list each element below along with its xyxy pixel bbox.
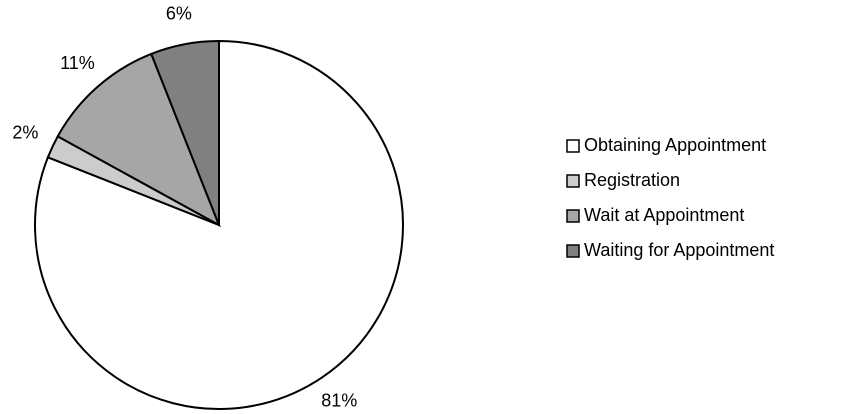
legend-swatch — [566, 139, 580, 153]
legend-label: Waiting for Appointment — [584, 240, 774, 260]
data-label: 11% — [60, 53, 95, 73]
legend-label: Wait at Appointment — [584, 205, 744, 225]
data-label: 2% — [12, 123, 38, 143]
legend-label: Obtaining Appointment — [584, 135, 766, 155]
legend-swatch — [566, 244, 580, 258]
pie-slice — [34, 39, 404, 410]
legend-swatch — [566, 174, 580, 188]
data-label: 6% — [166, 4, 192, 24]
legend-label: Registration — [584, 170, 680, 190]
data-label: 81% — [321, 391, 357, 411]
pie-slice — [149, 39, 220, 226]
legend-swatch — [566, 209, 580, 223]
pie-slice — [56, 52, 221, 228]
